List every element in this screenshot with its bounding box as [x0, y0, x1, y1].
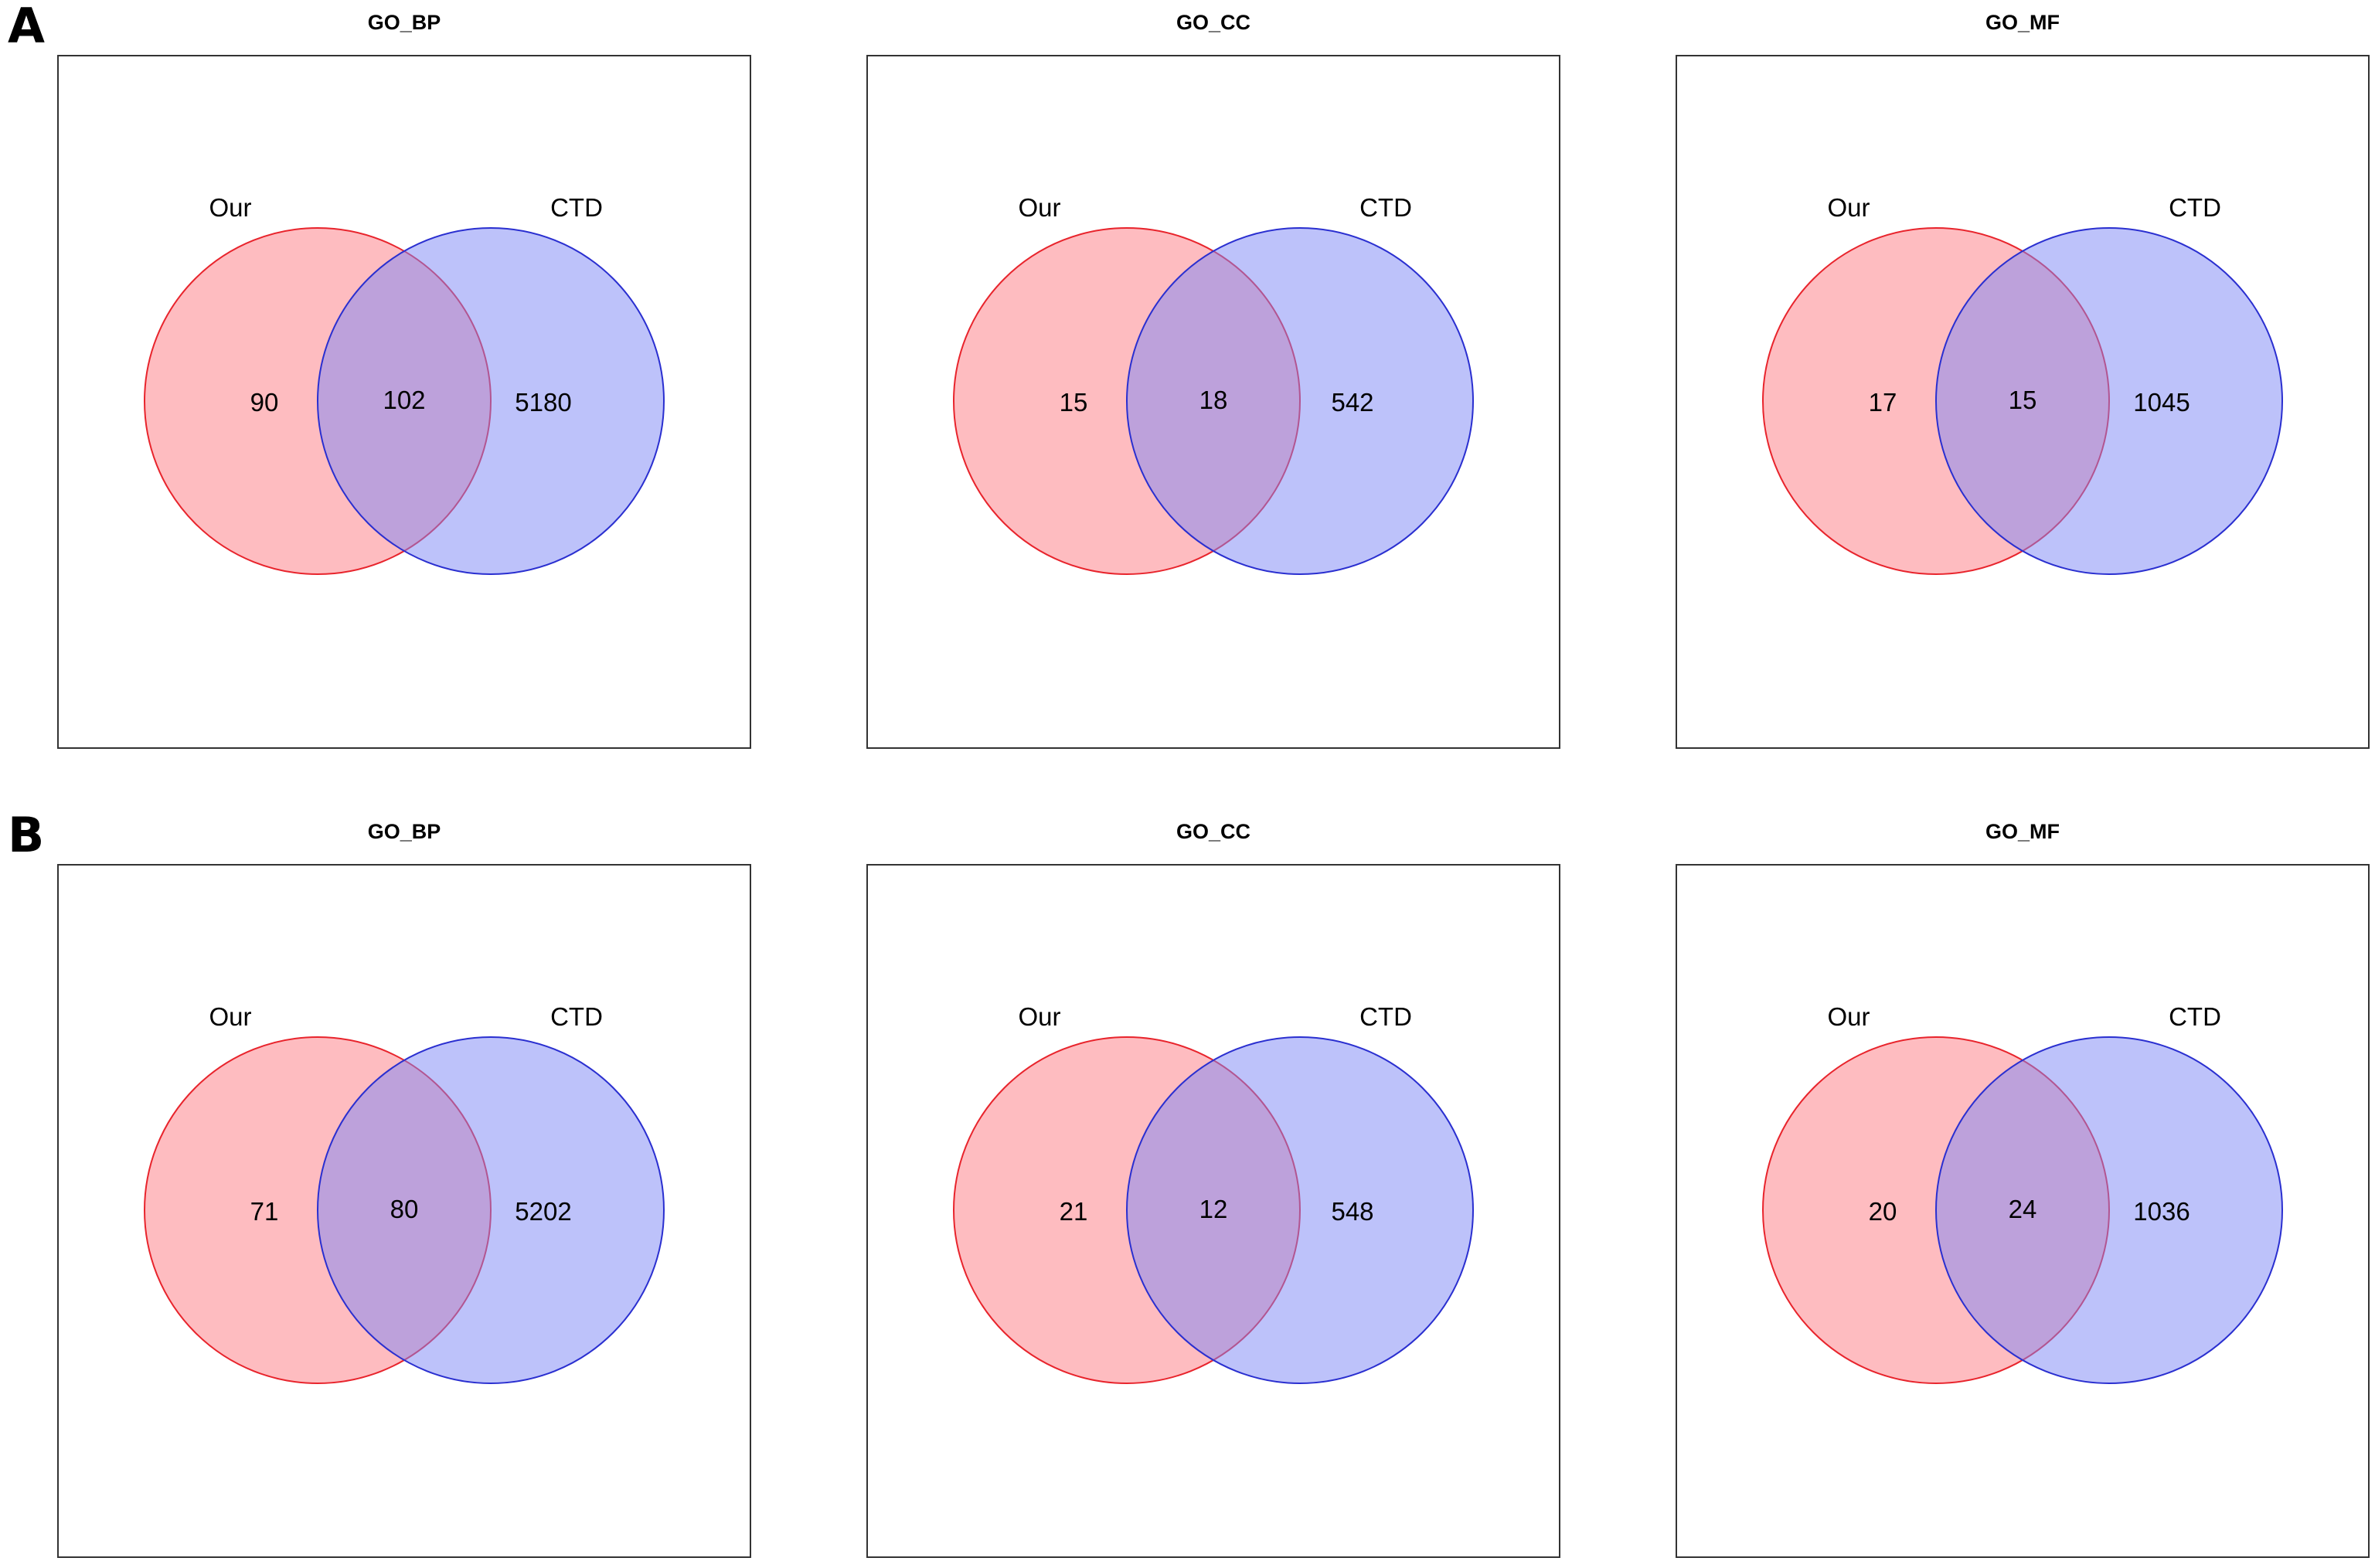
- set-label-our: Our: [1827, 1002, 1870, 1031]
- set-label-ctd: CTD: [1359, 1002, 1412, 1031]
- set-label-our: Our: [1827, 193, 1870, 222]
- set-label-ctd: CTD: [550, 1002, 603, 1031]
- venn-circle-ctd: [1126, 1036, 1474, 1384]
- set-label-our: Our: [209, 193, 251, 222]
- count-ctd-only: 1045: [2133, 388, 2190, 417]
- count-our-only: 15: [1060, 388, 1088, 417]
- venn-circle-ctd: [1126, 227, 1474, 575]
- count-overlap: 15: [2009, 386, 2037, 414]
- set-label-our: Our: [1018, 1002, 1060, 1031]
- venn-title-go-bp: GO_BP: [368, 820, 441, 843]
- set-label-ctd: CTD: [550, 193, 603, 222]
- venn-title-go-mf: GO_MF: [1985, 820, 2060, 843]
- count-ctd-only: 548: [1331, 1197, 1373, 1226]
- count-our-only: 21: [1060, 1197, 1088, 1226]
- set-label-ctd: CTD: [1359, 193, 1412, 222]
- count-ctd-only: 5202: [515, 1197, 571, 1226]
- count-overlap: 80: [390, 1195, 419, 1223]
- set-label-ctd: CTD: [2169, 193, 2221, 222]
- count-overlap: 12: [1199, 1195, 1228, 1223]
- venn-frame-go-mf: [1676, 864, 2370, 1558]
- count-our-only: 90: [250, 388, 279, 417]
- venn-title-go-cc: GO_CC: [1176, 11, 1250, 34]
- venn-title-go-cc: GO_CC: [1176, 820, 1250, 843]
- panel-letter-a: A: [8, 0, 45, 54]
- venn-frame-go-cc: [866, 55, 1560, 749]
- count-our-only: 17: [1869, 388, 1897, 417]
- panel-letter-b: B: [8, 807, 44, 863]
- count-overlap: 18: [1199, 386, 1228, 414]
- count-our-only: 71: [250, 1197, 279, 1226]
- set-label-ctd: CTD: [2169, 1002, 2221, 1031]
- venn-circle-ctd: [1935, 227, 2283, 575]
- venn-circle-ctd: [317, 227, 665, 575]
- venn-frame-go-cc: [866, 864, 1560, 1558]
- venn-frame-go-mf: [1676, 55, 2370, 749]
- venn-frame-go-bp: [57, 864, 751, 1558]
- count-overlap: 24: [2009, 1195, 2037, 1223]
- count-ctd-only: 5180: [515, 388, 571, 417]
- venn-frame-go-bp: [57, 55, 751, 749]
- venn-circle-ctd: [1935, 1036, 2283, 1384]
- set-label-our: Our: [1018, 193, 1060, 222]
- venn-circle-ctd: [317, 1036, 665, 1384]
- venn-title-go-bp: GO_BP: [368, 11, 441, 34]
- count-ctd-only: 542: [1331, 388, 1373, 417]
- set-label-our: Our: [209, 1002, 251, 1031]
- count-ctd-only: 1036: [2133, 1197, 2190, 1226]
- venn-title-go-mf: GO_MF: [1985, 11, 2060, 34]
- count-overlap: 102: [383, 386, 425, 414]
- count-our-only: 20: [1869, 1197, 1897, 1226]
